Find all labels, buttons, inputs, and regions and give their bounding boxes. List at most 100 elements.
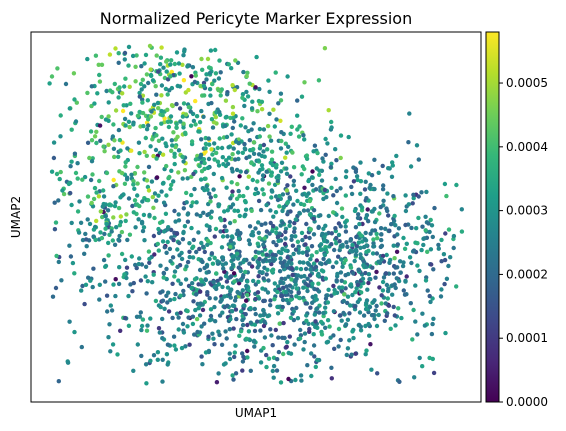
scatter-point bbox=[205, 238, 211, 243]
scatter-point bbox=[230, 152, 235, 157]
scatter-point bbox=[379, 293, 384, 298]
scatter-point bbox=[260, 252, 265, 257]
scatter-point bbox=[307, 273, 313, 278]
scatter-point bbox=[307, 212, 313, 217]
scatter-point bbox=[207, 142, 212, 147]
scatter-point bbox=[118, 328, 123, 333]
scatter-point bbox=[98, 209, 104, 214]
scatter-point bbox=[291, 183, 296, 188]
scatter-point bbox=[310, 281, 315, 286]
scatter-point bbox=[249, 208, 254, 213]
scatter-point bbox=[205, 290, 210, 295]
scatter-point bbox=[270, 368, 275, 374]
scatter-point bbox=[284, 171, 290, 176]
scatter-point bbox=[246, 174, 251, 179]
scatter-point bbox=[209, 147, 214, 152]
scatter-point bbox=[403, 193, 408, 198]
scatter-point bbox=[229, 287, 234, 292]
scatter-point bbox=[323, 325, 328, 330]
scatter-point bbox=[195, 329, 200, 335]
scatter-point bbox=[278, 98, 284, 103]
scatter-point bbox=[307, 329, 312, 334]
scatter-point bbox=[113, 277, 118, 282]
scatter-point bbox=[344, 240, 349, 245]
scatter-point bbox=[311, 261, 317, 266]
scatter-point bbox=[207, 191, 212, 196]
scatter-point bbox=[373, 275, 378, 280]
scatter-point bbox=[372, 157, 377, 162]
scatter-point bbox=[309, 351, 314, 356]
scatter-point bbox=[148, 144, 153, 149]
scatter-point bbox=[265, 123, 271, 129]
scatter-point bbox=[210, 152, 215, 157]
scatter-point bbox=[73, 119, 79, 124]
scatter-point bbox=[237, 174, 242, 179]
scatter-point bbox=[379, 243, 385, 248]
scatter-point bbox=[367, 333, 372, 338]
scatter-point bbox=[295, 239, 301, 244]
scatter-point bbox=[217, 109, 222, 115]
scatter-point bbox=[158, 263, 163, 268]
scatter-point bbox=[305, 208, 311, 213]
scatter-point bbox=[185, 324, 190, 329]
scatter-point bbox=[52, 227, 58, 232]
scatter-point bbox=[298, 266, 304, 272]
scatter-point bbox=[67, 106, 73, 111]
scatter-point bbox=[84, 244, 89, 249]
scatter-point bbox=[58, 169, 63, 175]
scatter-point bbox=[287, 219, 293, 225]
scatter-point bbox=[232, 350, 237, 355]
scatter-point bbox=[82, 174, 88, 180]
scatter-point bbox=[240, 317, 245, 323]
scatter-point bbox=[436, 242, 441, 248]
scatter-point bbox=[151, 233, 157, 239]
scatter-point bbox=[255, 265, 260, 270]
scatter-point bbox=[229, 266, 234, 271]
scatter-point bbox=[139, 353, 144, 359]
scatter-point bbox=[361, 244, 367, 250]
scatter-point bbox=[159, 93, 164, 98]
scatter-point bbox=[172, 269, 178, 274]
scatter-point bbox=[94, 140, 99, 146]
scatter-point bbox=[170, 315, 175, 321]
scatter-point bbox=[237, 291, 243, 296]
scatter-point bbox=[192, 186, 197, 192]
scatter-point bbox=[364, 348, 369, 353]
scatter-point bbox=[107, 52, 113, 57]
scatter-point bbox=[154, 156, 159, 161]
scatter-point bbox=[291, 202, 296, 207]
scatter-point bbox=[231, 146, 236, 151]
scatter-point bbox=[148, 316, 153, 321]
scatter-point bbox=[193, 157, 199, 162]
colorbar-tick-label: 0.0005 bbox=[506, 76, 548, 90]
scatter-point bbox=[379, 237, 384, 243]
scatter-point bbox=[375, 371, 380, 376]
scatter-point bbox=[306, 178, 311, 184]
scatter-point bbox=[239, 309, 244, 314]
scatter-point bbox=[266, 181, 272, 186]
scatter-point bbox=[272, 281, 277, 286]
scatter-point bbox=[164, 163, 169, 169]
scatter-point bbox=[176, 278, 181, 283]
scatter-point bbox=[260, 173, 266, 178]
scatter-point bbox=[345, 317, 351, 322]
scatter-point bbox=[157, 330, 162, 335]
scatter-point bbox=[269, 149, 275, 154]
scatter-point bbox=[276, 238, 281, 244]
scatter-point bbox=[302, 80, 307, 85]
scatter-point bbox=[359, 290, 364, 295]
scatter-point bbox=[363, 323, 368, 329]
scatter-point bbox=[179, 256, 185, 262]
scatter-point bbox=[394, 153, 399, 159]
scatter-point bbox=[256, 279, 261, 284]
scatter-point bbox=[123, 123, 128, 128]
scatter-point bbox=[459, 229, 465, 234]
scatter-point bbox=[253, 226, 258, 231]
scatter-point bbox=[295, 198, 300, 204]
scatter-point bbox=[387, 260, 392, 265]
scatter-point bbox=[61, 191, 67, 197]
scatter-point bbox=[408, 301, 413, 306]
scatter-point bbox=[173, 219, 178, 224]
scatter-point bbox=[289, 277, 294, 282]
scatter-point bbox=[106, 100, 111, 105]
